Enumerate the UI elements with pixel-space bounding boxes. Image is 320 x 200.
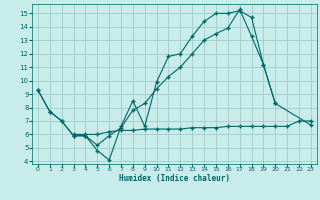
X-axis label: Humidex (Indice chaleur): Humidex (Indice chaleur) <box>119 174 230 183</box>
